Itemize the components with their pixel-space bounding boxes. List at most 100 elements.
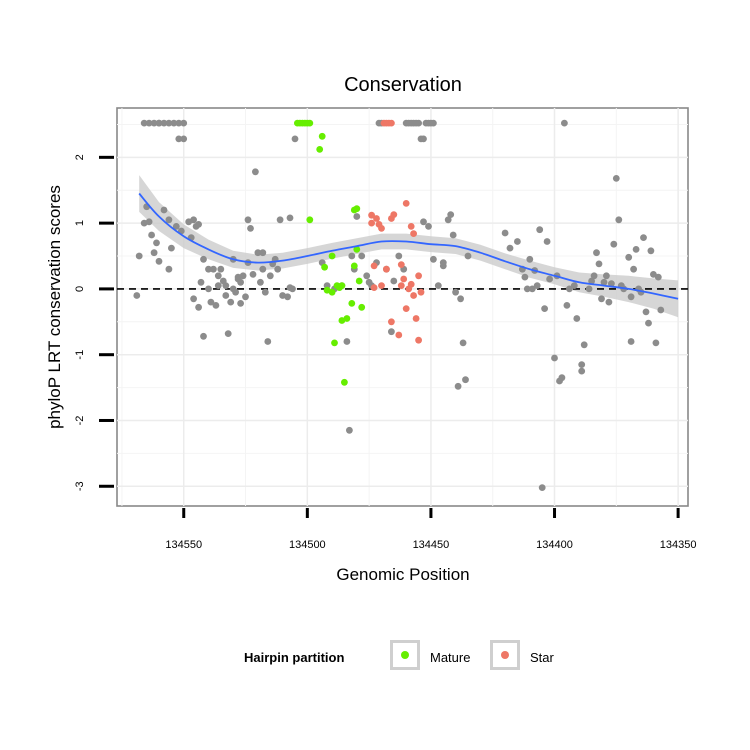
point-other bbox=[593, 249, 600, 257]
mature-dot-icon bbox=[401, 651, 409, 659]
point-other bbox=[603, 272, 610, 280]
point-other bbox=[165, 265, 173, 273]
point-other bbox=[172, 223, 180, 230]
point-mature bbox=[355, 277, 363, 285]
point-star bbox=[407, 223, 415, 230]
point-star bbox=[378, 282, 385, 289]
point-other bbox=[358, 252, 366, 260]
x-tick-label: 134350 bbox=[660, 539, 697, 551]
point-other bbox=[501, 229, 509, 237]
y-tick-label: -1 bbox=[74, 350, 86, 360]
legend-key-star bbox=[490, 640, 520, 670]
point-other bbox=[259, 265, 267, 273]
point-other bbox=[257, 278, 264, 286]
point-mature bbox=[341, 378, 348, 386]
point-other bbox=[536, 226, 544, 234]
point-star bbox=[415, 336, 422, 344]
point-other bbox=[652, 339, 660, 347]
point-other bbox=[566, 285, 573, 293]
y-tick-label: -2 bbox=[74, 416, 86, 426]
point-other bbox=[447, 211, 455, 219]
point-mature bbox=[328, 252, 336, 260]
legend-label-mature: Mature bbox=[430, 650, 471, 665]
point-mature bbox=[336, 284, 343, 291]
point-star bbox=[368, 211, 375, 219]
point-other bbox=[363, 272, 371, 280]
point-other bbox=[264, 338, 272, 345]
x-tick-label: 134400 bbox=[536, 539, 573, 551]
point-other bbox=[274, 265, 282, 273]
point-star bbox=[402, 305, 410, 312]
point-other bbox=[533, 282, 541, 289]
point-other bbox=[610, 240, 618, 248]
chart-title: Conservation bbox=[344, 74, 462, 96]
point-other bbox=[573, 315, 581, 322]
point-star bbox=[395, 331, 403, 339]
point-other bbox=[627, 338, 635, 345]
point-star bbox=[415, 272, 422, 280]
point-other bbox=[353, 213, 361, 220]
point-other bbox=[212, 302, 220, 309]
legend-label-star: Star bbox=[530, 650, 554, 665]
point-other bbox=[148, 231, 156, 239]
y-axis-title: phyloP LRT conservation scores bbox=[45, 185, 64, 429]
point-other bbox=[528, 285, 536, 293]
point-other bbox=[195, 303, 203, 311]
point-other bbox=[608, 280, 615, 287]
point-other bbox=[244, 216, 252, 224]
point-other bbox=[506, 244, 514, 252]
point-other bbox=[590, 272, 598, 280]
point-other bbox=[160, 119, 168, 127]
point-other bbox=[434, 282, 442, 289]
point-other bbox=[425, 223, 432, 230]
point-other bbox=[266, 272, 274, 280]
point-other bbox=[578, 361, 586, 368]
point-star bbox=[388, 318, 395, 326]
point-star bbox=[397, 261, 405, 268]
point-star bbox=[412, 315, 420, 322]
point-other bbox=[348, 252, 356, 260]
point-other bbox=[390, 277, 398, 285]
point-mature bbox=[306, 216, 314, 224]
point-other bbox=[170, 119, 178, 127]
point-other bbox=[155, 257, 163, 265]
point-other bbox=[625, 253, 633, 261]
point-other bbox=[200, 255, 207, 263]
point-other bbox=[239, 272, 247, 280]
legend-title: Hairpin partition bbox=[244, 650, 345, 665]
point-other bbox=[632, 246, 640, 253]
point-other bbox=[150, 119, 158, 127]
point-other bbox=[165, 119, 173, 127]
point-other bbox=[395, 252, 403, 260]
point-other bbox=[600, 278, 608, 286]
point-other bbox=[449, 231, 457, 239]
grid-lines bbox=[117, 108, 688, 506]
point-mature bbox=[331, 339, 338, 347]
point-other bbox=[217, 265, 225, 273]
point-star bbox=[397, 282, 405, 289]
point-other bbox=[180, 135, 188, 143]
point-other bbox=[563, 302, 571, 309]
point-mature bbox=[353, 246, 361, 253]
point-star bbox=[400, 275, 408, 283]
point-other bbox=[227, 298, 235, 306]
point-other bbox=[252, 168, 259, 176]
point-other bbox=[175, 119, 183, 127]
point-other bbox=[538, 484, 546, 491]
point-other bbox=[523, 285, 531, 293]
point-other bbox=[205, 265, 212, 273]
point-other bbox=[249, 271, 257, 278]
point-mature bbox=[306, 119, 314, 127]
point-other bbox=[543, 238, 551, 245]
point-other bbox=[588, 277, 595, 285]
point-other bbox=[598, 295, 605, 303]
point-other bbox=[454, 382, 462, 390]
point-other bbox=[546, 275, 553, 283]
point-other bbox=[561, 119, 568, 127]
point-other bbox=[452, 288, 459, 296]
point-other bbox=[165, 216, 173, 224]
point-star bbox=[417, 288, 425, 296]
point-other bbox=[150, 249, 158, 257]
point-other bbox=[420, 135, 427, 143]
point-other bbox=[343, 338, 351, 345]
